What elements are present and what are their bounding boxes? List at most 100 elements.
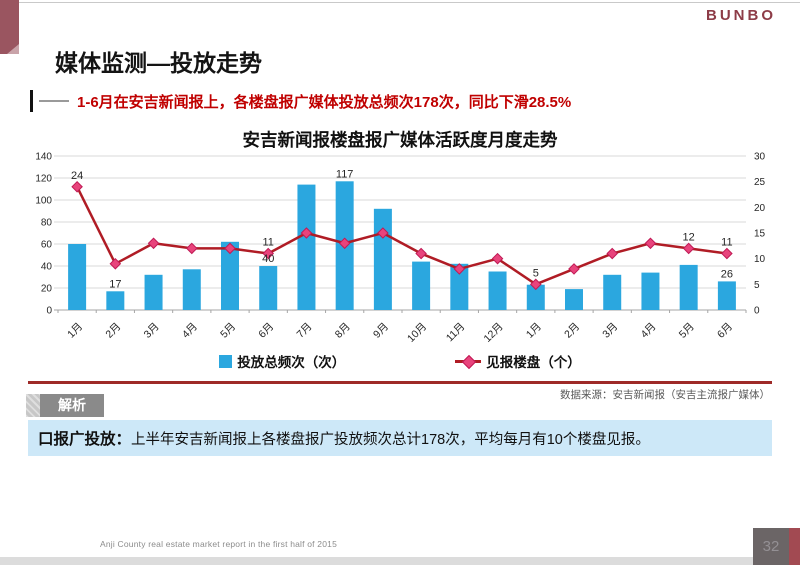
svg-text:20: 20 [41,284,53,295]
corner-accent-strip [0,0,19,54]
svg-text:9月: 9月 [371,321,391,341]
legend-bar-label: 投放总频次（次） [237,355,346,370]
line-marker [147,237,160,250]
line-marker [300,227,313,239]
brand-logo: BUNBO [706,7,776,24]
top-rule [0,2,800,3]
bar [106,291,125,310]
svg-text:7月: 7月 [295,321,315,341]
data-labels: 17 40 117 26 24 11 5 12 11 [71,168,733,290]
svg-text:117: 117 [336,168,354,180]
line-marker [185,242,198,255]
legend-line-label: 见报楼盘（个） [486,355,581,370]
svg-text:5: 5 [754,280,760,291]
bar [488,271,507,310]
line-marker [262,247,275,260]
subtitle-bar-icon [30,90,33,112]
page-accent-strip [789,528,800,565]
line-marker-icon [455,354,482,370]
subtitle-dash-icon [39,100,69,102]
bar [526,284,545,310]
insight-box: 口报广投放： 上半年安吉新闻报上各楼盘报广投放频次总计178次，平均每月有10个… [28,420,772,456]
bar [297,184,316,310]
x-axis-labels: 1月 2月 3月 4月 5月 6月 7月 8月 9月 10月 11月 12月 1月 2月 3月 4月 5月 6月 [65,321,735,345]
bar [259,266,278,310]
gridlines [54,155,746,311]
svg-text:1月: 1月 [65,321,85,341]
svg-text:4月: 4月 [180,321,200,341]
key-finding-text: 1-6月在安吉新闻报上，各楼盘报广媒体投放总频次178次，同比下滑28.5% [77,93,572,111]
line-marker [224,242,236,255]
svg-text:140: 140 [35,152,52,163]
svg-text:11月: 11月 [444,321,468,345]
svg-text:15: 15 [754,229,766,240]
svg-text:20: 20 [754,203,766,214]
svg-text:6月: 6月 [256,321,276,341]
svg-text:0: 0 [46,306,52,317]
data-source-note: 数据来源：安吉新闻报（安吉主流报广媒体） [560,389,770,401]
page-number: 32 [753,528,789,565]
insight-lead: 口报广投放： [38,431,132,448]
analysis-badge-label: 解析 [40,394,104,417]
svg-text:12月: 12月 [482,321,506,345]
x-axis-ticks [57,310,747,313]
svg-text:6月: 6月 [715,321,735,341]
svg-text:40: 40 [262,253,274,265]
svg-text:0: 0 [754,306,760,317]
line-marker [606,247,619,260]
svg-text:80: 80 [41,218,53,229]
line-marker [644,237,657,250]
bar [717,281,736,310]
svg-text:4月: 4月 [639,321,659,341]
bar [221,241,239,310]
svg-text:3月: 3月 [600,321,620,341]
legend-item-line: 见报楼盘（个） [455,351,581,371]
line-marker [415,247,427,260]
activity-combo-chart: 0 20 40 60 80 100 120 140 0 5 10 15 20 25 30 1月 2月 3月 4月 5月… [35,152,766,345]
svg-text:100: 100 [35,196,52,207]
badge-decor-icon [26,394,40,417]
svg-text:24: 24 [71,170,83,182]
chart-legend: 投放总频次（次） 见报楼盘（个） [0,351,800,371]
svg-text:25: 25 [754,177,766,188]
bar [373,208,392,310]
svg-text:5月: 5月 [218,321,238,341]
bar [182,269,201,310]
line-marker [109,258,122,270]
svg-text:3月: 3月 [142,321,162,341]
line-marker [71,181,83,193]
svg-text:2月: 2月 [103,321,123,341]
analysis-badge: 解析 [26,394,104,417]
line-marker [721,247,733,260]
svg-text:10: 10 [754,254,766,265]
line-series [71,181,733,291]
right-axis-labels: 0 5 10 15 20 25 30 [754,152,766,317]
bar [565,289,583,310]
bar [450,263,469,310]
svg-text:12: 12 [683,231,695,243]
subtitle-row: 1-6月在安吉新闻报上，各楼盘报广媒体投放总频次178次，同比下滑28.5% [30,90,571,112]
line-marker [529,278,542,291]
legend-item-bars: 投放总频次（次） [219,351,345,371]
svg-text:10月: 10月 [405,321,429,345]
bar [144,274,163,310]
svg-text:8月: 8月 [333,321,353,341]
bottom-strip [0,557,753,565]
svg-text:120: 120 [35,174,52,185]
svg-text:26: 26 [721,268,733,280]
line-marker [377,227,389,239]
section-divider [28,381,772,384]
svg-text:5月: 5月 [677,321,697,341]
svg-text:11: 11 [263,237,274,249]
svg-text:60: 60 [41,240,53,251]
insight-body: 上半年安吉新闻报上各楼盘报广投放频次总计178次，平均每月有10个楼盘见报。 [131,431,650,448]
bar [412,261,431,310]
svg-text:5: 5 [533,267,539,279]
bar [68,244,87,310]
bars-series [68,181,736,310]
bar [603,274,622,310]
bar [641,272,660,310]
svg-text:11: 11 [721,237,732,249]
line-marker [491,252,504,265]
